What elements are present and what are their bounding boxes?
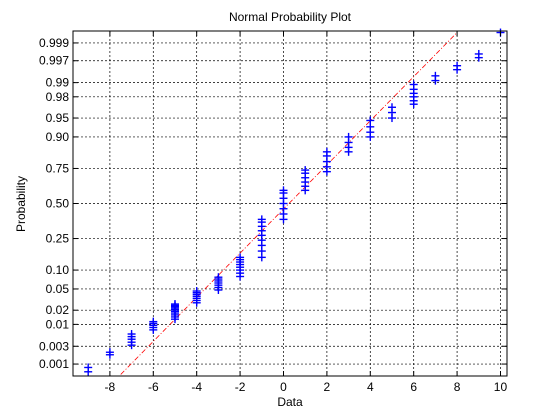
y-tick-label: 0.98	[46, 90, 70, 104]
x-tick-label: 10	[494, 380, 508, 394]
data-points	[84, 28, 505, 376]
y-tick-label: 0.99	[46, 76, 70, 90]
data-point	[322, 147, 331, 156]
chart-title: Normal Probability Plot	[229, 10, 352, 24]
data-point	[149, 317, 158, 326]
x-tick-label: -4	[191, 380, 202, 394]
x-tick-label: 8	[454, 380, 461, 394]
data-point	[84, 363, 93, 372]
x-tick-label: -8	[105, 380, 116, 394]
data-point	[387, 103, 396, 112]
y-tick-label: 0.95	[46, 111, 70, 125]
y-tick-label: 0.10	[46, 263, 70, 277]
y-tick-label: 0.50	[46, 197, 70, 211]
data-point	[301, 166, 310, 175]
data-point	[279, 186, 288, 195]
data-point	[453, 61, 462, 70]
data-point	[474, 49, 483, 58]
y-tick-label: 0.90	[46, 130, 70, 144]
x-tick-label: -2	[235, 380, 246, 394]
y-axis-label: Probability	[14, 176, 28, 232]
y-tick-label: 0.05	[46, 282, 70, 296]
x-tick-label: 2	[324, 380, 331, 394]
data-point	[127, 330, 136, 339]
y-tick-label: 0.001	[39, 357, 69, 371]
x-axis-ticks: -8 -6 -4 -2 0 2 4 6 8 10	[105, 31, 508, 394]
x-tick-label: 0	[280, 380, 287, 394]
x-tick-label: -6	[148, 380, 159, 394]
data-point	[344, 132, 353, 141]
data-point	[236, 253, 245, 262]
data-point	[257, 215, 266, 224]
data-point	[214, 273, 223, 282]
data-point	[409, 80, 418, 89]
data-point	[366, 116, 375, 125]
x-tick-label: 4	[367, 380, 374, 394]
y-axis-ticks: 0.001 0.003 0.010.02 0.05 0.10 0.25 0.50 0.75 0.…	[39, 36, 507, 371]
data-point	[170, 300, 179, 309]
y-tick-label: 0.75	[46, 161, 70, 175]
y-tick-label: 0.01	[46, 317, 70, 331]
y-tick-label: 0.999	[39, 36, 69, 50]
y-tick-label: 0.02	[46, 303, 70, 317]
y-tick-label: 0.25	[46, 232, 70, 246]
y-tick-label: 0.003	[39, 339, 69, 353]
y-tick-label: 0.997	[39, 54, 69, 68]
data-point	[192, 287, 201, 296]
x-axis-label: Data	[277, 395, 303, 409]
data-point	[431, 71, 440, 80]
data-point	[105, 348, 114, 357]
grid-lines	[73, 31, 507, 376]
x-tick-label: 6	[410, 380, 417, 394]
